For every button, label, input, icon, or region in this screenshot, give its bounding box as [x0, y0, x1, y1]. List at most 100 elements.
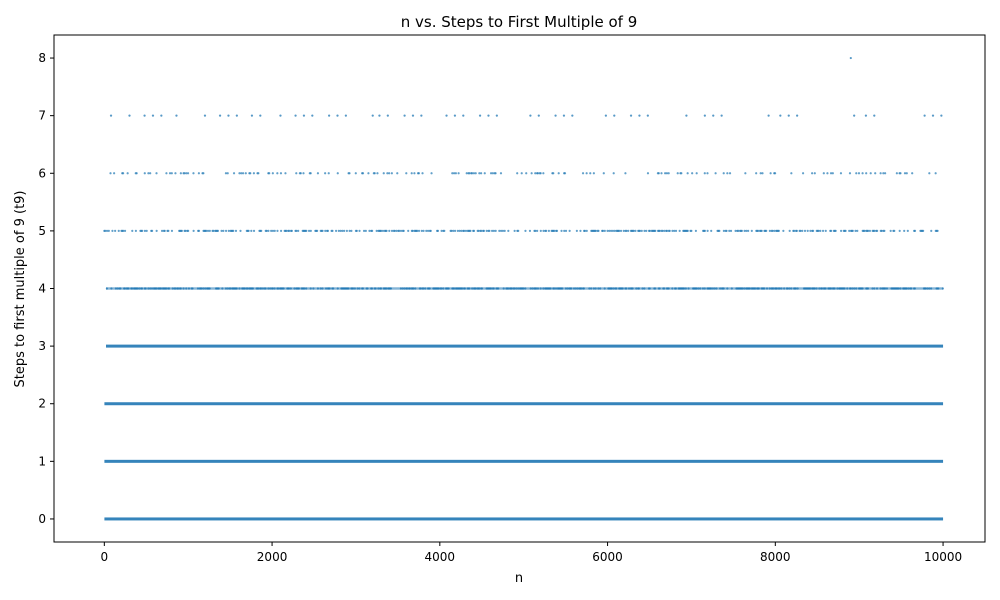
data-point — [855, 172, 858, 175]
data-point — [179, 172, 182, 175]
data-point — [611, 229, 615, 232]
data-point — [839, 172, 843, 175]
data-point — [273, 229, 276, 232]
data-point — [149, 287, 152, 290]
data-point — [305, 287, 308, 290]
data-point — [385, 229, 388, 232]
data-point — [494, 172, 497, 175]
data-point — [865, 172, 868, 175]
data-point — [743, 229, 746, 232]
data-point — [165, 287, 168, 290]
data-point — [185, 172, 188, 175]
data-point — [227, 229, 230, 232]
data-point — [757, 229, 760, 232]
data-point — [796, 287, 799, 290]
data-point — [362, 229, 366, 232]
data-point — [271, 172, 274, 175]
data-point — [811, 172, 814, 175]
data-point — [417, 229, 421, 232]
data-point — [420, 114, 423, 117]
data-point — [492, 287, 495, 290]
data-point — [311, 114, 314, 117]
data-point — [634, 229, 637, 232]
data-point — [159, 287, 163, 290]
data-point — [279, 172, 283, 175]
data-point — [422, 229, 425, 232]
data-point — [866, 287, 870, 290]
data-point — [940, 114, 943, 117]
data-point — [799, 229, 802, 232]
data-point — [350, 229, 353, 232]
data-point — [562, 114, 566, 117]
data-point — [410, 172, 413, 175]
x-tick-label: 8000 — [760, 550, 791, 564]
data-point — [452, 172, 456, 175]
data-point — [613, 114, 616, 117]
data-point — [293, 287, 296, 290]
data-point — [483, 172, 486, 175]
data-point — [787, 114, 790, 117]
data-point — [247, 229, 250, 232]
data-point — [898, 229, 901, 232]
data-point — [663, 229, 666, 232]
data-point — [252, 229, 256, 232]
data-point — [385, 287, 388, 290]
data-point — [229, 287, 232, 290]
data-point — [574, 287, 577, 290]
data-point — [116, 287, 119, 290]
data-point — [884, 287, 887, 290]
data-point — [386, 172, 389, 175]
data-point — [536, 287, 540, 290]
data-point — [545, 229, 548, 232]
data-point — [464, 229, 468, 232]
data-point — [305, 229, 308, 232]
data-point — [706, 229, 709, 232]
data-point-cluster — [104, 459, 944, 463]
data-point — [234, 229, 238, 232]
data-point — [836, 287, 839, 290]
data-point — [625, 287, 628, 290]
data-point — [463, 229, 466, 232]
data-point — [147, 287, 150, 290]
data-point — [663, 287, 666, 290]
data-point — [151, 229, 154, 232]
data-point — [265, 229, 268, 232]
data-point — [107, 229, 110, 232]
data-point — [788, 287, 791, 290]
data-point — [183, 172, 186, 175]
data-point — [206, 229, 210, 232]
data-point — [187, 287, 191, 290]
data-point — [500, 229, 503, 232]
data-point — [895, 172, 898, 175]
data-point — [143, 229, 146, 232]
data-point — [426, 229, 430, 232]
data-point — [855, 287, 858, 290]
data-point — [648, 229, 652, 232]
data-point — [765, 229, 768, 232]
data-point — [174, 172, 177, 175]
data-point — [489, 172, 493, 175]
data-point — [676, 172, 679, 175]
data-point — [671, 229, 674, 232]
data-point — [334, 229, 338, 232]
data-point — [868, 229, 872, 232]
data-point — [794, 287, 797, 290]
data-point — [456, 229, 459, 232]
data-point — [613, 229, 616, 232]
data-point — [725, 229, 728, 232]
data-point — [873, 114, 876, 117]
data-point — [923, 114, 926, 117]
data-point — [790, 287, 793, 290]
data-point — [539, 287, 542, 290]
data-point — [928, 287, 931, 290]
data-point — [168, 287, 171, 290]
data-point — [407, 229, 410, 232]
data-point — [924, 287, 927, 290]
data-point — [905, 287, 908, 290]
data-point — [371, 114, 374, 117]
data-point — [566, 287, 569, 290]
data-point — [436, 229, 440, 232]
data-point — [316, 229, 319, 232]
data-point — [187, 229, 190, 232]
data-point — [640, 229, 643, 232]
